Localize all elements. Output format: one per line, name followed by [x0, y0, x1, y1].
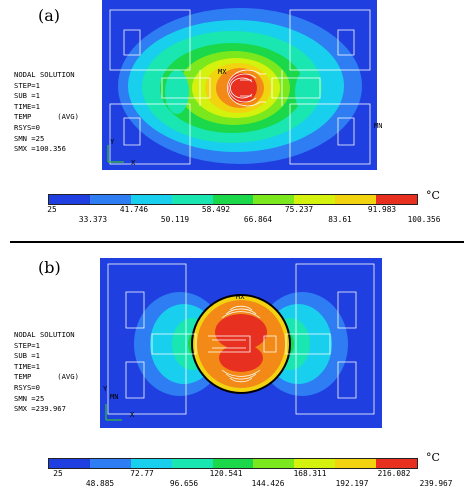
solution-info: NODAL SOLUTION STEP=1 SUB =1 TIME=1 TEMP (AV…	[14, 70, 79, 155]
solution-info: NODAL SOLUTION STEP=1 SUB =1 TIME=1 TEMP (AV…	[14, 330, 79, 415]
legend-swatch	[130, 195, 172, 204]
legend-swatch	[171, 195, 213, 204]
legend-swatch	[294, 195, 336, 204]
legend-swatch	[49, 195, 90, 204]
min-marker: MN	[374, 122, 383, 130]
unit-label: °C	[426, 451, 440, 464]
panel-label: (b)	[38, 258, 61, 277]
axis-x-label: X	[131, 159, 136, 167]
legend-swatch	[294, 459, 336, 468]
legend-value: 25	[53, 469, 63, 478]
legend-swatch	[376, 459, 418, 468]
info-line: TEMP (AVG)	[14, 372, 79, 382]
legend-swatch	[89, 459, 131, 468]
info-line: STEP=1	[14, 80, 40, 90]
max-marker: MX	[236, 293, 245, 301]
info-line: SMN =25	[14, 393, 45, 403]
info-line: TEMP (AVG)	[14, 112, 79, 122]
info-line: STEP=1	[14, 340, 40, 350]
legend-swatch	[335, 195, 377, 204]
info-line: NODAL SOLUTION	[14, 70, 75, 79]
legend-swatch	[212, 459, 254, 468]
legend-value: 120.541	[209, 469, 243, 478]
color-legend-bar	[48, 194, 418, 205]
min-marker: MN	[110, 393, 119, 401]
legend-swatch	[49, 459, 90, 468]
legend-swatch	[171, 459, 213, 468]
info-line: SUB =1	[14, 351, 40, 361]
legend-swatch	[130, 459, 172, 468]
legend-value: 66.864	[243, 215, 273, 224]
legend-swatch	[253, 459, 295, 468]
legend-value: 75.237	[284, 205, 314, 214]
legend-value: 41.746	[119, 205, 149, 214]
legend-swatch	[89, 195, 131, 204]
legend-value: 33.373	[78, 215, 108, 224]
legend-value: 72.77	[130, 469, 154, 478]
legend-value: 100.356	[407, 215, 441, 224]
legend-value: 83.61	[328, 215, 352, 224]
legend-value: 50.119	[160, 215, 190, 224]
panel-divider	[10, 241, 464, 243]
info-line: SMN =25	[14, 133, 45, 143]
legend-value: 58.492	[201, 205, 231, 214]
info-line: NODAL SOLUTION	[14, 330, 75, 339]
unit-label: °C	[426, 189, 440, 202]
legend-value: 25	[47, 205, 57, 214]
info-line: RSYS=0	[14, 122, 40, 132]
info-line: RSYS=0	[14, 382, 40, 392]
max-marker: MX	[218, 68, 227, 76]
legend-labels: 25 33.373 41.746 50.119 58.492 66.864 75…	[47, 205, 468, 230]
info-line: SMX =239.967	[14, 404, 66, 414]
legend-swatch	[335, 459, 377, 468]
info-line: TIME=1	[14, 101, 40, 111]
legend-labels: 25 48.885 72.77 96.656 120.541 144.426 1…	[48, 470, 468, 494]
legend-value: 168.311	[293, 469, 327, 478]
info-line: SMX =100.356	[14, 144, 66, 154]
legend-value: 91.983	[367, 205, 397, 214]
info-line: TIME=1	[14, 361, 40, 371]
info-line: SUB =1	[14, 91, 40, 101]
panel-a: (a) NODAL SOLUTION STEP=1 SUB =1 TIME=1 TEMP…	[0, 0, 474, 236]
contour-plot	[102, 0, 377, 170]
panel-label: (a)	[38, 6, 61, 25]
color-legend-bar	[48, 458, 418, 469]
contour-plot	[100, 258, 382, 428]
axis-x-label: X	[130, 411, 135, 419]
legend-value: 216.082	[377, 469, 411, 478]
legend-swatch	[376, 195, 418, 204]
panel-b: (b) NODAL SOLUTION STEP=1 SUB =1 TIME=1 TEMP…	[0, 252, 474, 487]
axis-y-label: Y	[110, 138, 115, 146]
axis-y-label: Y	[103, 385, 108, 393]
legend-swatch	[212, 195, 254, 204]
legend-swatch	[253, 195, 295, 204]
